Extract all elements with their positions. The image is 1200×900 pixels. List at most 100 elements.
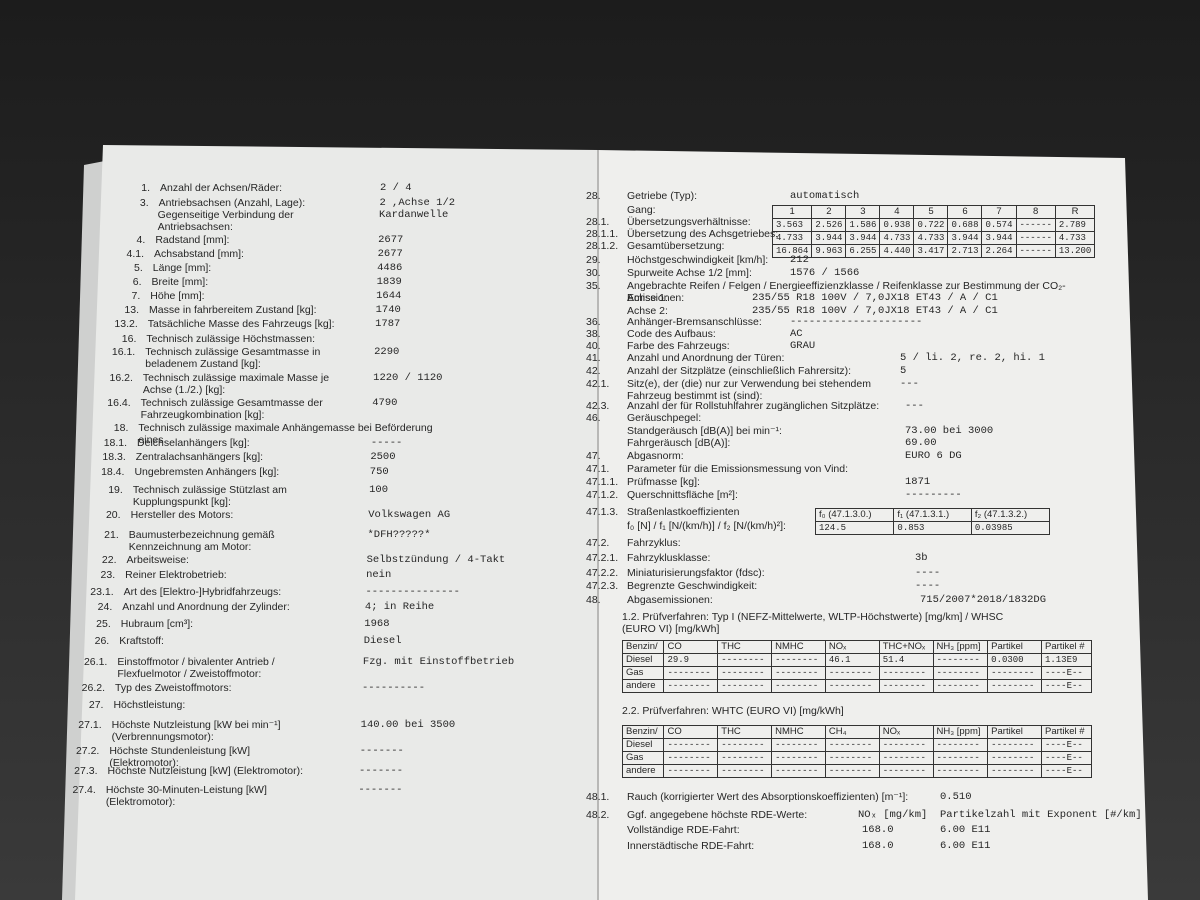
item-number: 23.1. — [90, 586, 114, 598]
item-label: Anzahl der Achsen/Räder: — [160, 182, 282, 194]
table-row: Benzin/CO THC NMHC NOₓ THC+NOₓ NH₃ [ppm] Parti… — [621, 640, 1093, 654]
item-value: 1644 — [376, 290, 402, 302]
item-value: 2290 — [374, 346, 400, 358]
emission-header: NH₃ [ppm] — [932, 725, 989, 739]
item-value: --------- — [905, 489, 962, 501]
item-label: Antriebsachsen (Anzahl, Lage): — [158, 197, 306, 209]
item-number: 47.1.2. — [586, 489, 619, 501]
item-number: 27.4. — [72, 784, 96, 796]
item-label: Achse 1: — [627, 292, 668, 304]
fuel-label: Gas — [621, 666, 665, 680]
item-label: Fahrgeräusch [dB(A)]: — [627, 437, 731, 449]
item-label: Farbe des Fahrzeugs: — [627, 340, 730, 352]
item-label: Übersetzung des Achsgetriebes: — [627, 228, 779, 240]
emission-value: -------- — [824, 751, 880, 765]
item-label: Technisch zulässige Höchstmassen: — [146, 333, 316, 345]
emission-value: -------- — [878, 666, 934, 680]
gear-value: 2.526 — [811, 218, 847, 232]
gear-header: 2 — [811, 205, 847, 219]
item-label: Radstand [mm]: — [155, 234, 230, 246]
item-value: --------------------- — [790, 316, 923, 328]
item-number: 47.2. — [586, 537, 610, 549]
gear-value: 3.944 — [811, 231, 847, 245]
emission-value: -------- — [878, 751, 934, 765]
item-value: 4790 — [372, 397, 398, 409]
item-number: 18.1. — [103, 437, 128, 449]
emission-value: -------- — [771, 764, 826, 778]
item-label: Fahrzyklusklasse: — [627, 552, 711, 564]
item-number: 26.2. — [81, 682, 105, 694]
test-title: 2.2. Prüfverfahren: WHTC (EURO VI) [mg/k… — [622, 705, 844, 717]
item-number: 47.1.3. — [586, 506, 619, 518]
emission-value: -------- — [987, 738, 1042, 752]
item-number: 13.2. — [114, 318, 138, 330]
item-label: Code des Aufbaus: — [627, 328, 716, 340]
item-number: 23. — [100, 569, 116, 581]
item-number: 42.1. — [586, 378, 610, 390]
table-row: 4.733 3.944 3.944 4.733 4.733 3.944 3.944 -----… — [771, 231, 1096, 245]
item-number: 28.1.2. — [586, 240, 619, 252]
gear-value: 3.563 — [771, 218, 813, 232]
item-label: Gegenseitige Verbindung der Antriebsachs… — [157, 209, 294, 233]
item-value: --------------- — [365, 586, 460, 598]
item-number: 47.2.1. — [586, 552, 619, 564]
gear-value: 2.713 — [947, 244, 983, 258]
emission-value: 1.13E9 — [1040, 653, 1093, 667]
item-label: Ungebremsten Anhängers [kg]: — [134, 466, 280, 478]
road-load-value: 124.5 — [814, 521, 895, 535]
item-value: 5 — [900, 365, 907, 377]
item-number: 36. — [586, 316, 601, 328]
gear-header: 3 — [845, 205, 881, 219]
item-label: Technisch zulässige Gesamtmasse in belad… — [145, 346, 321, 370]
emission-header: Partikel — [987, 640, 1042, 654]
emission-header: Benzin/ — [621, 725, 665, 739]
table-row: Gas -------- -------- -------- -------- -----… — [621, 666, 1093, 680]
item-number: 27.2. — [75, 745, 100, 757]
fuel-label: andere — [621, 679, 665, 693]
item-value: 4486 — [377, 262, 403, 274]
item-number: 26.1. — [83, 656, 108, 668]
item-number: 25. — [96, 618, 111, 630]
item-label: Abgasemissionen: — [627, 594, 713, 606]
emission-header: THC+NOₓ — [878, 640, 934, 654]
emission-value: -------- — [932, 666, 989, 680]
item-value: 1220 / 1120 — [373, 372, 443, 384]
item-number: 1. — [141, 182, 150, 194]
emission-value: 51.4 — [878, 653, 934, 667]
item-value: 1871 — [905, 476, 931, 488]
emission-value: ----E-- — [1040, 751, 1093, 765]
emission-value: -------- — [663, 666, 719, 680]
item-value: 715/2007*2018/1832DG — [920, 594, 1047, 606]
item-label: Querschnittsfläche [m²]: — [627, 489, 738, 501]
emission-value: -------- — [824, 764, 880, 778]
item-number: 3. — [139, 197, 149, 209]
item-label: Höchste Nutzleistung [kW bei min⁻¹] (Ver… — [111, 719, 281, 743]
gear-value: ------ — [1015, 244, 1056, 258]
gear-value: 6.255 — [845, 244, 881, 258]
item-label: Anzahl der Sitzplätze (einschließlich Fa… — [627, 365, 852, 377]
emission-test_1-table: Benzin/CO THC NMHC NOₓ THC+NOₓ NH₃ [ppm] Parti… — [621, 640, 1093, 693]
gear-value: ------ — [1015, 231, 1056, 245]
gear-value: 0.574 — [981, 218, 1017, 232]
item-label: Höhe [mm]: — [150, 290, 205, 302]
gear-table: 1 2 3 4 5 6 7 8 R 3.563 2.526 1.586 0.938 0.722 0.688 0… — [771, 205, 1096, 258]
item-value: ------- — [359, 765, 404, 777]
fuel-label: andere — [621, 764, 665, 778]
item-number: 18.4. — [101, 466, 125, 478]
item-number: 41. — [586, 352, 601, 364]
item-number: 4. — [136, 234, 146, 246]
item-value: 235/55 R18 100V / 7,0JX18 ET43 / A / C1 — [752, 305, 998, 317]
item-value: ------- — [358, 784, 403, 796]
item-label: Höchste 30-Minuten-Leistung [kW] (Elektr… — [105, 784, 267, 808]
emission-value: 0.0300 — [987, 653, 1042, 667]
gear-value: 0.938 — [879, 218, 915, 232]
item-number: 47.1.1. — [586, 476, 619, 488]
table-row: f₀ (47.1.3.0.) f₁ (47.1.3.1.) f₂ (47.1.3.2… — [814, 508, 1051, 522]
gear-header: 1 — [771, 205, 813, 219]
gear-value: 4.733 — [913, 231, 949, 245]
item-number: 13. — [124, 304, 140, 316]
gear-value: 0.722 — [913, 218, 949, 232]
item-label: Masse in fahrbereitem Zustand [kg]: — [149, 304, 317, 316]
item-number: 19. — [108, 484, 123, 496]
